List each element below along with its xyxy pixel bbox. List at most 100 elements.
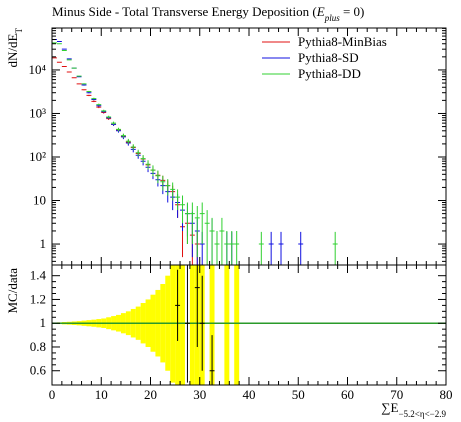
- data-point: [71, 77, 77, 79]
- plot-frame: [51, 27, 447, 266]
- data-point: [150, 165, 156, 177]
- uncertainty-band: [224, 265, 230, 385]
- data-point: [140, 155, 146, 163]
- y-tick-label: 10²: [29, 149, 46, 164]
- x-tick-label: 50: [292, 387, 305, 402]
- data-point: [71, 67, 77, 69]
- data-point: [56, 61, 62, 63]
- x-label-text: ∑E: [381, 400, 398, 415]
- x-tick-label: 30: [193, 387, 206, 402]
- data-point: [194, 205, 200, 258]
- data-point: [76, 83, 82, 85]
- data-point: [229, 230, 235, 265]
- data-point: [199, 202, 205, 245]
- y-axis-label: dN/dET: [5, 28, 24, 68]
- data-point: [332, 231, 338, 265]
- ratio-point: [199, 275, 205, 371]
- data-point: [219, 217, 225, 265]
- ratio-y-tick-label: 1.4: [30, 268, 47, 283]
- data-point: [86, 92, 92, 94]
- data-point: [76, 75, 82, 77]
- data-point: [130, 144, 136, 151]
- data-point: [106, 115, 112, 119]
- x-tick-label: 60: [341, 387, 354, 402]
- y-tick-label: 10: [33, 193, 46, 208]
- ratio-point: [194, 265, 200, 347]
- data-point: [66, 71, 72, 73]
- data-point: [86, 94, 92, 97]
- y-tick-label: 10³: [29, 105, 46, 120]
- data-point: [145, 160, 151, 170]
- data-point: [268, 231, 274, 265]
- ratio-point: [184, 265, 190, 383]
- data-point: [258, 231, 264, 265]
- data-point: [204, 210, 210, 265]
- main-plot: [52, 39, 338, 265]
- data-point: [81, 84, 87, 86]
- data-point: [81, 89, 87, 91]
- data-point: [234, 230, 240, 265]
- data-point: [101, 109, 107, 112]
- legend-label: Pythia8-MinBias: [298, 34, 387, 49]
- ratio-plot: [52, 265, 446, 385]
- y-label-text: dN/dE: [5, 33, 20, 67]
- ratio-y-tick-label: 1.2: [30, 291, 46, 306]
- data-point: [61, 66, 67, 68]
- data-point: [175, 189, 181, 211]
- data-point: [224, 230, 230, 265]
- data-point: [81, 83, 87, 85]
- data-point: [66, 59, 72, 61]
- ratio-y-tick-label: 1: [40, 315, 47, 330]
- data-point: [120, 133, 126, 138]
- data-point: [111, 121, 117, 125]
- data-point: [170, 182, 176, 201]
- data-point: [135, 149, 141, 157]
- data-point: [298, 231, 304, 265]
- data-point: [91, 100, 97, 103]
- ratio-y-axis-label: MC/data: [5, 268, 20, 314]
- data-point: [86, 90, 92, 93]
- data-point: [96, 103, 102, 106]
- x-tick-label: 70: [390, 387, 403, 402]
- uncertainty-band: [180, 265, 185, 385]
- uncertainty-band: [209, 265, 215, 385]
- y-tick-label: 10⁴: [28, 62, 46, 77]
- ratio-point: [209, 335, 215, 385]
- data-point: [214, 230, 220, 265]
- ratio-y-tick-label: 0.8: [30, 339, 46, 354]
- data-point: [165, 179, 171, 196]
- data-point: [184, 202, 190, 245]
- data-point: [155, 170, 161, 184]
- title-text: = 0): [340, 4, 365, 19]
- uncertainty-band: [234, 265, 240, 385]
- legend-label: Pythia8-SD: [298, 50, 359, 65]
- x-axis-label: ∑E−5.2<η<−2.9: [381, 400, 446, 419]
- title-text: Minus Side - Total Transverse Energy Dep…: [52, 4, 317, 19]
- legend-label: Pythia8-DD: [298, 66, 361, 81]
- x-tick-label: 80: [440, 387, 453, 402]
- x-tick-label: 40: [243, 387, 256, 402]
- uncertainty-band: [189, 265, 195, 385]
- data-point: [66, 58, 72, 60]
- ratio-y-tick-label: 0.6: [30, 363, 47, 378]
- x-tick-label: 10: [95, 387, 108, 402]
- data-point: [116, 127, 121, 132]
- ratio-point: [175, 269, 181, 342]
- title-subscript: plus: [324, 13, 341, 23]
- chart-title: Minus Side - Total Transverse Energy Dep…: [52, 4, 364, 23]
- data-point: [160, 175, 166, 191]
- data-point: [209, 217, 215, 265]
- data-point: [91, 97, 97, 100]
- title-math: E: [316, 4, 325, 19]
- x-tick-label: 20: [144, 387, 157, 402]
- data-point: [125, 138, 131, 144]
- data-point: [278, 231, 284, 265]
- data-point: [189, 202, 195, 245]
- y-label-subscript: T: [14, 28, 24, 34]
- x-label-subscript: −5.2<η<−2.9: [398, 409, 446, 419]
- data-point: [52, 57, 57, 59]
- y-tick-label: 1: [40, 236, 47, 251]
